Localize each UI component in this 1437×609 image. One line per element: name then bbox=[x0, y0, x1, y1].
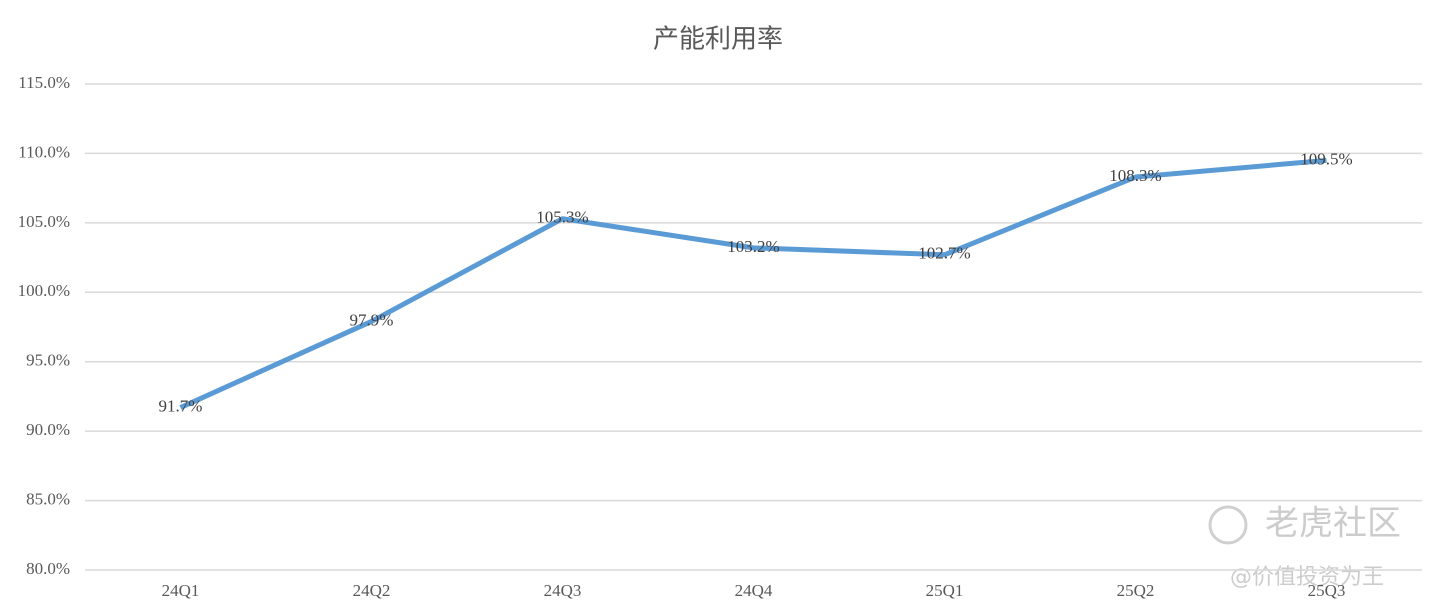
data-label: 103.2% bbox=[727, 237, 779, 256]
chart-title: 产能利用率 bbox=[653, 25, 783, 55]
data-line bbox=[179, 157, 1327, 410]
x-tick-label: 24Q3 bbox=[544, 581, 582, 600]
x-tick-label: 25Q1 bbox=[926, 581, 964, 600]
x-tick-label: 25Q2 bbox=[1117, 581, 1155, 600]
watermark-author: @价值投资为王 bbox=[1230, 565, 1384, 590]
x-tick-label: 24Q1 bbox=[162, 581, 200, 600]
data-label: 97.9% bbox=[350, 310, 394, 329]
watermark-logo bbox=[1208, 505, 1248, 545]
data-label: 91.7% bbox=[159, 396, 203, 415]
data-label: 109.5% bbox=[1300, 149, 1352, 168]
y-tick-label: 115.0% bbox=[18, 73, 70, 92]
y-tick-label: 110.0% bbox=[18, 142, 70, 161]
x-tick-label: 24Q2 bbox=[353, 581, 391, 600]
data-label: 105.3% bbox=[536, 208, 588, 227]
y-tick-label: 90.0% bbox=[26, 420, 70, 439]
y-tick-label: 100.0% bbox=[18, 281, 70, 300]
watermark-brand: 老虎社区 bbox=[1265, 504, 1401, 544]
data-label: 102.7% bbox=[918, 244, 970, 263]
data-label: 108.3% bbox=[1109, 166, 1161, 185]
y-tick-label: 105.0% bbox=[18, 212, 70, 231]
x-tick-label: 24Q4 bbox=[735, 581, 773, 600]
y-tick-label: 85.0% bbox=[26, 489, 70, 508]
y-tick-label: 80.0% bbox=[26, 559, 70, 578]
x-tick-label: 25Q3 bbox=[1308, 581, 1346, 600]
y-tick-label: 95.0% bbox=[26, 351, 70, 370]
